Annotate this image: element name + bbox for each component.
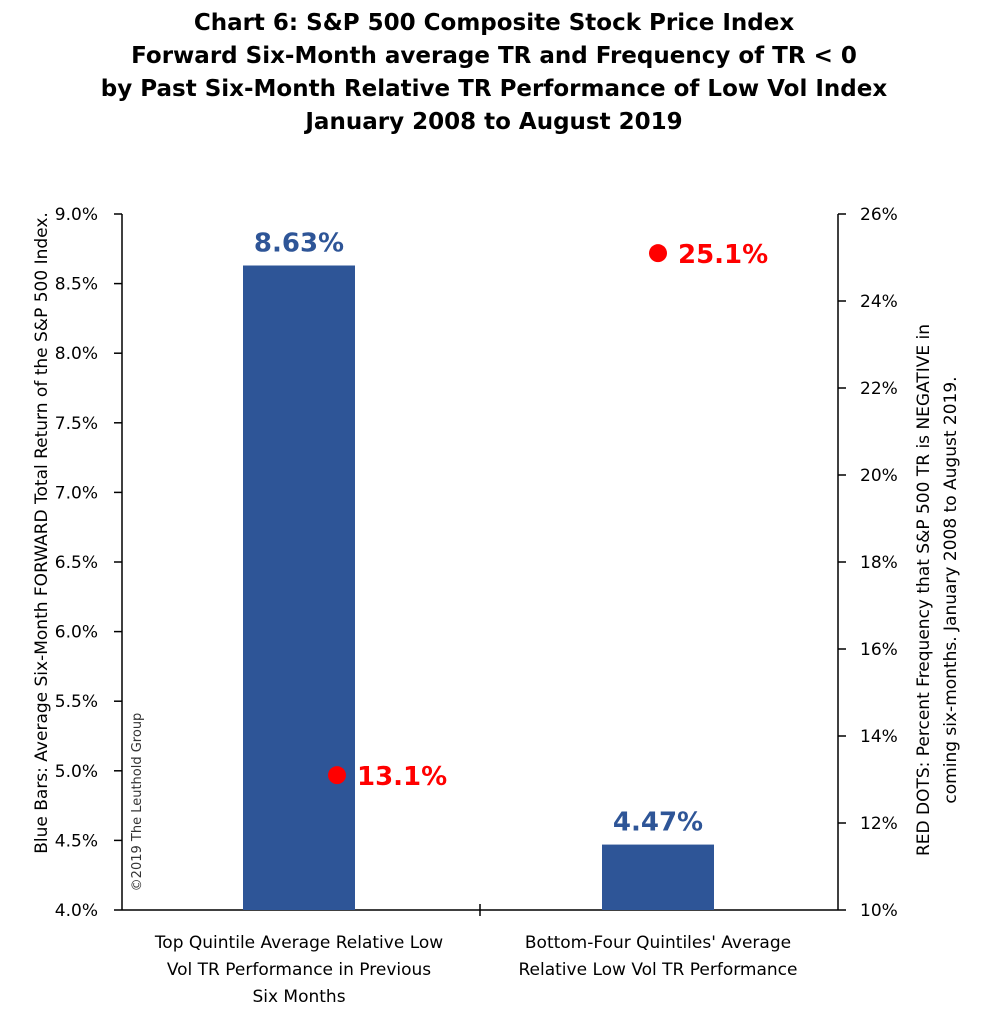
right-y-axis: 10% 12% 14% 16% 18% 20% 22% 24% 26% — [837, 205, 898, 921]
left-tick-label: 6.5% — [55, 553, 98, 573]
left-tick-label: 4.0% — [55, 901, 98, 921]
bar-data-label: 8.63% — [254, 229, 344, 259]
right-tick-label: 12% — [860, 814, 898, 834]
right-tick-label: 22% — [860, 379, 898, 399]
left-tick-label: 6.0% — [55, 623, 98, 643]
title-line: Chart 6: S&P 500 Composite Stock Price I… — [194, 10, 795, 36]
category-label: Six Months — [252, 987, 345, 1007]
dot-data-label: 25.1% — [678, 240, 768, 270]
left-tick-label: 5.0% — [55, 762, 98, 782]
category-label: Relative Low Vol TR Performance — [518, 960, 797, 980]
right-tick-label: 24% — [860, 292, 898, 312]
right-axis-title: coming six-months. January 2008 to Augus… — [941, 376, 961, 803]
bar — [243, 265, 355, 910]
category-label: Top Quintile Average Relative Low — [154, 933, 443, 953]
left-axis-title: Blue Bars: Average Six-Month FORWARD Tot… — [32, 212, 52, 854]
chart-title: Chart 6: S&P 500 Composite Stock Price I… — [101, 10, 888, 135]
right-tick-label: 10% — [860, 901, 898, 921]
category-label: Vol TR Performance in Previous — [167, 960, 431, 980]
right-tick-label: 20% — [860, 466, 898, 486]
category-label: Bottom-Four Quintiles' Average — [525, 933, 791, 953]
dot-data-label: 13.1% — [357, 762, 447, 792]
title-line: Forward Six-Month average TR and Frequen… — [131, 43, 857, 69]
left-tick-label: 4.5% — [55, 831, 98, 851]
right-tick-label: 26% — [860, 205, 898, 225]
x-axis: Top Quintile Average Relative Low Vol TR … — [122, 904, 838, 1007]
left-tick-label: 8.5% — [55, 275, 98, 295]
title-line: January 2008 to August 2019 — [303, 109, 682, 135]
left-y-axis: 4.0% 4.5% 5.0% 5.5% 6.0% 6.5% 7.0% 7.5% 8.0% 8.5%… — [55, 205, 123, 921]
bar-series: 8.63% 4.47% — [243, 229, 714, 910]
dot-marker — [649, 244, 667, 263]
right-axis-title: RED DOTS: Percent Frequency that S&P 500… — [914, 324, 934, 856]
left-tick-label: 7.5% — [55, 414, 98, 434]
bar-data-label: 4.47% — [613, 808, 703, 838]
left-tick-label: 5.5% — [55, 692, 98, 712]
title-line: by Past Six-Month Relative TR Performanc… — [101, 76, 888, 102]
watermark: ©2019 The Leuthold Group — [130, 713, 145, 892]
bar — [602, 844, 714, 910]
left-tick-label: 9.0% — [55, 205, 98, 225]
right-tick-label: 14% — [860, 727, 898, 747]
left-tick-label: 7.0% — [55, 483, 98, 503]
right-tick-label: 16% — [860, 640, 898, 660]
axis-labels: Blue Bars: Average Six-Month FORWARD Tot… — [32, 212, 961, 891]
right-tick-label: 18% — [860, 553, 898, 573]
dot-marker — [328, 766, 346, 785]
left-tick-label: 8.0% — [55, 344, 98, 364]
dot-series: 13.1% 25.1% — [328, 240, 768, 792]
